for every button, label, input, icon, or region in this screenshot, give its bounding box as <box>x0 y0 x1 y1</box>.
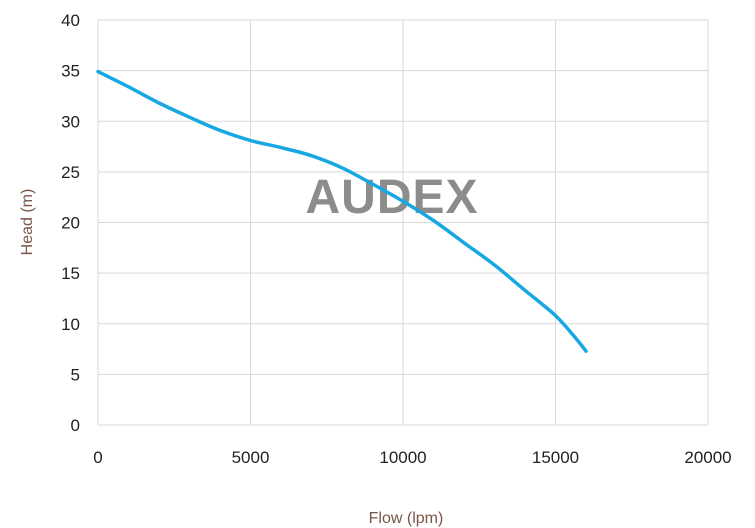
y-tick-labels: 0 5 10 15 20 25 30 35 40 <box>61 11 80 435</box>
x-tick-labels: 0 5000 10000 15000 20000 <box>93 448 731 467</box>
x-tick-label: 10000 <box>379 448 426 467</box>
y-tick-label: 25 <box>61 163 80 182</box>
y-tick-label: 35 <box>61 62 80 81</box>
y-tick-label: 30 <box>61 112 80 131</box>
x-tick-label: 20000 <box>684 448 731 467</box>
x-axis-title: Flow (lpm) <box>369 510 444 527</box>
y-tick-label: 15 <box>61 264 80 283</box>
series-line <box>96 69 588 353</box>
y-tick-label: 20 <box>61 214 80 233</box>
series-layer <box>96 69 588 353</box>
y-tick-label: 40 <box>61 11 80 30</box>
x-tick-label: 5000 <box>232 448 270 467</box>
y-axis-title: Head (m) <box>19 189 36 256</box>
x-tick-label: 0 <box>93 448 102 467</box>
y-tick-label: 0 <box>71 416 80 435</box>
x-tick-label: 15000 <box>532 448 579 467</box>
axes <box>97 20 708 426</box>
y-tick-label: 5 <box>71 365 80 384</box>
watermark-logo: AUDEX <box>305 171 478 224</box>
y-tick-label: 10 <box>61 315 80 334</box>
